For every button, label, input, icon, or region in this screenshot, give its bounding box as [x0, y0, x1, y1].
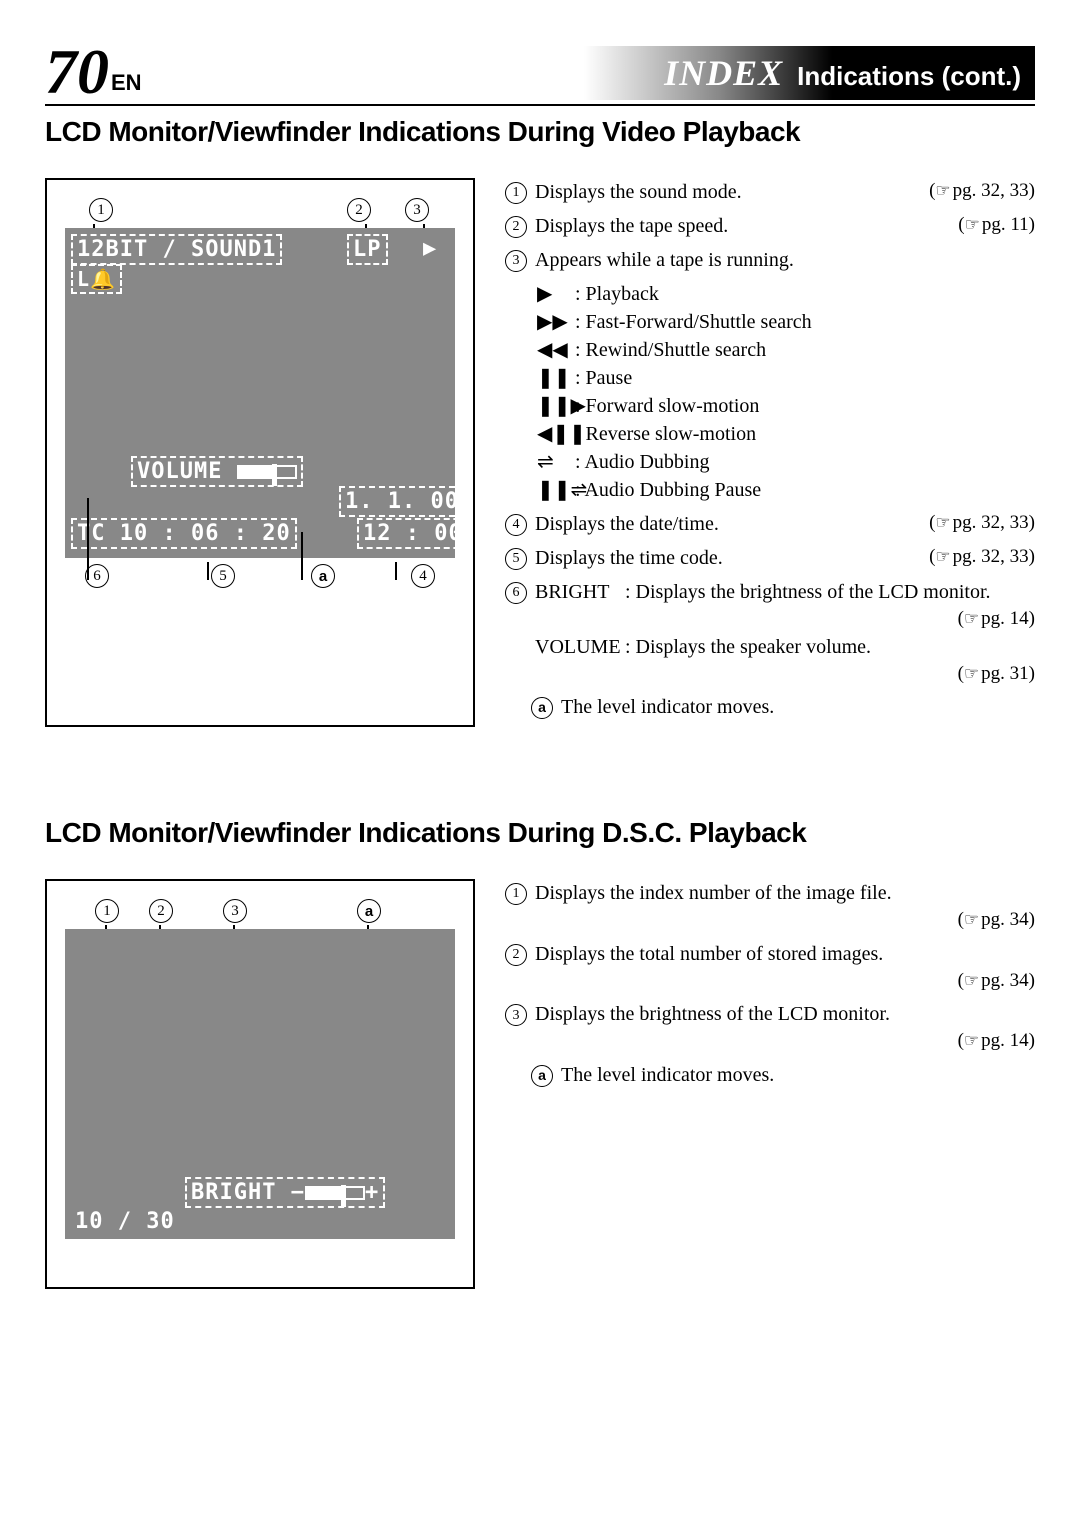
dsc-lcd-panel: 1 2 3 a BRIGHT −+ 10 / 30: [45, 879, 475, 1289]
callout-6: 6: [85, 564, 109, 588]
video-lcd-panel: 1 2 3 12BIT / SOUND1 LP ▶ L🔔 VOLUME: [45, 178, 475, 727]
dsc-lcd-screen: BRIGHT −+ 10 / 30: [65, 929, 455, 1239]
callout-a: a: [311, 564, 335, 588]
dsc-section: 1 2 3 a BRIGHT −+ 10 / 30 1 Displays the…: [45, 879, 1035, 1289]
callout-3: 3: [405, 198, 429, 222]
volume-page: (pg. 31): [958, 661, 1035, 688]
pause-icon: ❚❚: [537, 364, 575, 392]
dubpause-icon: ❚❚⇌: [537, 476, 575, 504]
desc-1-page: (pg. 32, 33): [929, 178, 1035, 205]
header-index-bar: INDEX Indications (cont.): [584, 46, 1035, 100]
sym-revslow: : Reverse slow-motion: [575, 420, 756, 448]
volume-text: : Displays the speaker volume.: [625, 633, 871, 661]
clock-text: 12 : 00: [357, 518, 469, 549]
callout-2: 2: [347, 198, 371, 222]
bright-page: (pg. 14): [958, 606, 1035, 633]
dsc-counter: 10 / 30: [75, 1209, 175, 1234]
video-desc-column: 1 Displays the sound mode.(pg. 32, 33) 2…: [505, 178, 1035, 727]
sym-rew: : Rewind/Shuttle search: [575, 336, 766, 364]
date-text: 1. 1. 00: [339, 486, 465, 517]
lamp-icon: L🔔: [71, 264, 122, 294]
desc-2: Displays the tape speed.: [535, 212, 728, 240]
desc-1: Displays the sound mode.: [535, 178, 742, 206]
dsc-callout-a: a: [357, 899, 381, 923]
sym-ff: : Fast-Forward/Shuttle search: [575, 308, 812, 336]
dsc-desc-1: Displays the index number of the image f…: [535, 882, 892, 904]
volume-label: VOLUME: [131, 456, 303, 487]
desc-4: Displays the date/time.: [535, 510, 719, 538]
video-callouts-bottom: 6 5 a 4: [65, 564, 455, 588]
sym-playback: : Playback: [575, 280, 659, 308]
play-icon: ▶: [537, 280, 575, 308]
video-lcd-screen: 12BIT / SOUND1 LP ▶ L🔔 VOLUME 1. 1. 00 T…: [65, 228, 455, 558]
sym-pause: : Pause: [575, 364, 632, 392]
dsc-callout-1: 1: [95, 899, 119, 923]
callout-4: 4: [411, 564, 435, 588]
desc-5: Displays the time code.: [535, 544, 723, 572]
sound-mode-text: 12BIT / SOUND1: [71, 234, 282, 265]
dsc-note-a: The level indicator moves.: [561, 1064, 774, 1086]
dsc-bright-label: BRIGHT −+: [185, 1177, 385, 1208]
dsc-section-title: LCD Monitor/Viewfinder Indications Durin…: [45, 817, 1035, 849]
page-header: 70 EN INDEX Indications (cont.): [45, 40, 1035, 106]
indications-label: Indications (cont.): [797, 61, 1021, 92]
dsc-callout-2: 2: [149, 899, 173, 923]
sym-fwdslow: : Forward slow-motion: [575, 392, 759, 420]
revslow-icon: ◀❚❚: [537, 420, 575, 448]
sym-dubpause: : Audio Dubbing Pause: [575, 476, 761, 504]
bright-text: : Displays the brightness of the LCD mon…: [625, 578, 1035, 606]
rew-icon: ◀◀: [537, 336, 575, 364]
dsc-desc-2: Displays the total number of stored imag…: [535, 943, 883, 965]
video-callouts-top: 1 2 3: [65, 198, 455, 222]
desc-3: Appears while a tape is running.: [535, 249, 794, 271]
video-section: 1 2 3 12BIT / SOUND1 LP ▶ L🔔 VOLUME: [45, 178, 1035, 727]
desc-4-page: (pg. 32, 33): [929, 510, 1035, 537]
dsc-callouts-top: 1 2 3 a: [65, 899, 455, 923]
dsc-desc-column: 1 Displays the index number of the image…: [505, 879, 1035, 1289]
video-section-title: LCD Monitor/Viewfinder Indications Durin…: [45, 116, 1035, 148]
callout-1: 1: [89, 198, 113, 222]
fwdslow-icon: ❚❚▶: [537, 392, 575, 420]
desc-5-page: (pg. 32, 33): [929, 544, 1035, 571]
bright-bar-icon: [305, 1186, 365, 1200]
desc-2-page: (pg. 11): [958, 212, 1035, 239]
play-icon: ▶: [423, 236, 437, 261]
lang-suffix: EN: [111, 70, 142, 104]
page-number: 70: [45, 40, 109, 104]
tape-speed-text: LP: [347, 234, 388, 265]
volume-label: VOLUME: [535, 633, 625, 661]
dsc-desc-3-page: (pg. 14): [958, 1028, 1035, 1055]
timecode-text: TC 10 : 06 : 20: [71, 518, 297, 549]
dsc-desc-2-page: (pg. 34): [958, 968, 1035, 995]
ff-icon: ▶▶: [537, 308, 575, 336]
sym-dub: : Audio Dubbing: [575, 448, 709, 476]
index-label: INDEX: [664, 52, 783, 94]
dsc-desc-3: Displays the brightness of the LCD monit…: [535, 1003, 890, 1025]
volume-bar-icon: [237, 465, 297, 479]
callout-5: 5: [211, 564, 235, 588]
note-a-text: The level indicator moves.: [561, 696, 774, 718]
dsc-callout-3: 3: [223, 899, 247, 923]
dub-icon: ⇌: [537, 448, 575, 476]
bright-label: BRIGHT: [535, 578, 625, 606]
dsc-desc-1-page: (pg. 34): [958, 907, 1035, 934]
